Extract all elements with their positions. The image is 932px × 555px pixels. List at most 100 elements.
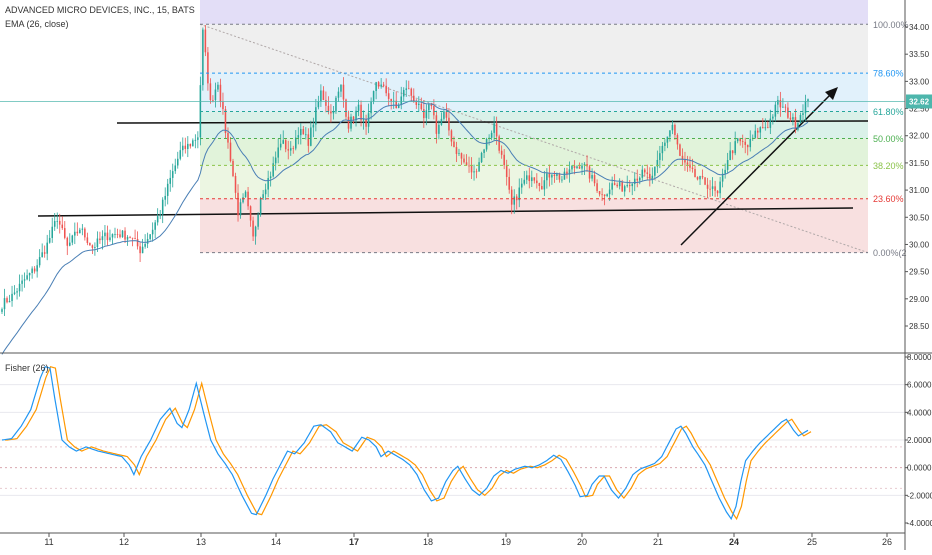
candle-body [538, 183, 541, 186]
candle-body [546, 173, 548, 181]
candle-body [71, 235, 74, 243]
candle-body [136, 238, 139, 247]
candle-body [61, 224, 64, 229]
candle-body [28, 273, 31, 276]
candle-body [608, 189, 611, 195]
candle-body [716, 190, 719, 194]
candle-body [184, 145, 187, 149]
candle-body [161, 199, 164, 215]
candle-body [63, 228, 66, 238]
candle-body [638, 177, 641, 181]
candle-body [129, 237, 131, 238]
fib-band [200, 198, 868, 253]
candle-body [38, 257, 41, 266]
candle-body [581, 165, 583, 169]
candle-body [463, 158, 465, 163]
candle-body [513, 196, 516, 205]
candle-body [89, 242, 91, 246]
candle-body [694, 169, 696, 178]
candle-body [156, 216, 159, 223]
candle-body [543, 180, 546, 190]
candle-body [681, 155, 684, 160]
candle-body [428, 104, 430, 111]
candle-body [646, 172, 649, 174]
candle-body [26, 275, 28, 280]
candle-body [171, 171, 174, 178]
fib-level-label: 100.00% [873, 20, 909, 30]
candle-body [616, 184, 618, 187]
candle-body [79, 229, 81, 234]
candle-body [556, 173, 558, 177]
candle-body [43, 252, 46, 254]
candle-body [164, 195, 166, 200]
candle-body [402, 89, 405, 97]
candle-body [601, 194, 603, 196]
candle-body [794, 117, 797, 130]
candle-body [307, 134, 310, 146]
candle-body [33, 268, 36, 272]
candle-body [237, 192, 239, 216]
candle-body [312, 124, 315, 128]
candle-body [709, 188, 711, 190]
candle-body [86, 237, 89, 243]
candle-body [342, 84, 345, 100]
ema-legend-label: EMA (26, close) [5, 19, 69, 29]
time-tick-label: 21 [653, 537, 663, 547]
price-tick-label: 29.00 [909, 295, 930, 304]
candle-body [523, 179, 526, 184]
candle-body [16, 291, 18, 293]
candle-body [659, 153, 661, 160]
candle-body [169, 177, 172, 184]
fib-level-label: 61.80% [873, 107, 904, 117]
last-price-label: 32.62 [909, 97, 930, 106]
candle-body [111, 234, 114, 238]
candle-body [762, 127, 764, 129]
candle-body [144, 243, 146, 247]
candle-body [264, 189, 267, 195]
candle-body [741, 141, 744, 142]
fib-band [200, 73, 868, 112]
candle-body [367, 113, 370, 127]
candle-body [596, 183, 598, 192]
candle-body [548, 173, 551, 178]
candle-body [531, 177, 533, 182]
breakout-arrow-line [680, 91, 834, 246]
candle-body [234, 176, 237, 193]
candle-body [744, 141, 747, 145]
candle-body [217, 84, 219, 90]
candle-body [382, 84, 385, 86]
candle-body [56, 220, 59, 222]
candle-body [729, 150, 731, 161]
candle-body [711, 186, 714, 189]
fib-extension-band [200, 0, 868, 25]
candle-body [335, 97, 337, 112]
candle-body [209, 83, 212, 100]
time-tick-label: 14 [271, 537, 281, 547]
candle-body [767, 127, 769, 129]
candle-body [214, 89, 217, 100]
candle-body [573, 165, 576, 168]
candle-body [325, 99, 327, 106]
candle-body [332, 111, 335, 114]
candle-body [490, 132, 493, 138]
candle-body [782, 106, 784, 108]
candle-body [69, 242, 71, 246]
candle-body [1, 309, 3, 312]
price-tick-label: 29.50 [909, 268, 930, 277]
candle-body [320, 90, 322, 102]
candle-body [141, 246, 144, 254]
candle-body [119, 234, 121, 238]
candle-body [551, 174, 553, 178]
candle-body [458, 153, 460, 154]
candle-body [764, 127, 767, 129]
time-tick-label: 25 [807, 537, 817, 547]
candle-body [124, 230, 126, 240]
candle-body [262, 194, 264, 198]
candle-body [563, 171, 566, 180]
candle-body [397, 104, 400, 108]
candle-body [380, 84, 382, 87]
candle-body [792, 117, 794, 120]
candle-body [443, 111, 445, 119]
candle-body [224, 109, 227, 134]
candle-body [460, 153, 463, 159]
